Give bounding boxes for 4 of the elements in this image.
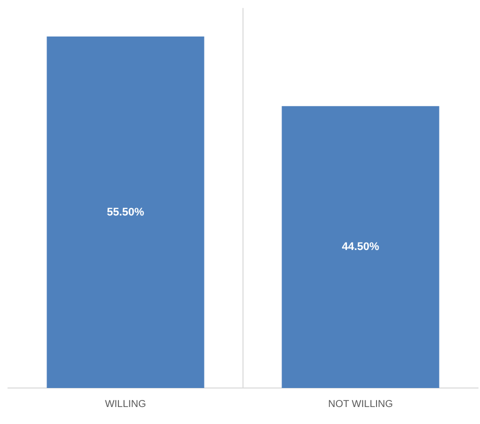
x-tick-label: WILLING [104, 398, 146, 410]
data-label: 44.50% [342, 241, 380, 254]
x-tick-label: NOT WILLING [328, 398, 394, 410]
data-label: 55.50% [106, 206, 144, 218]
